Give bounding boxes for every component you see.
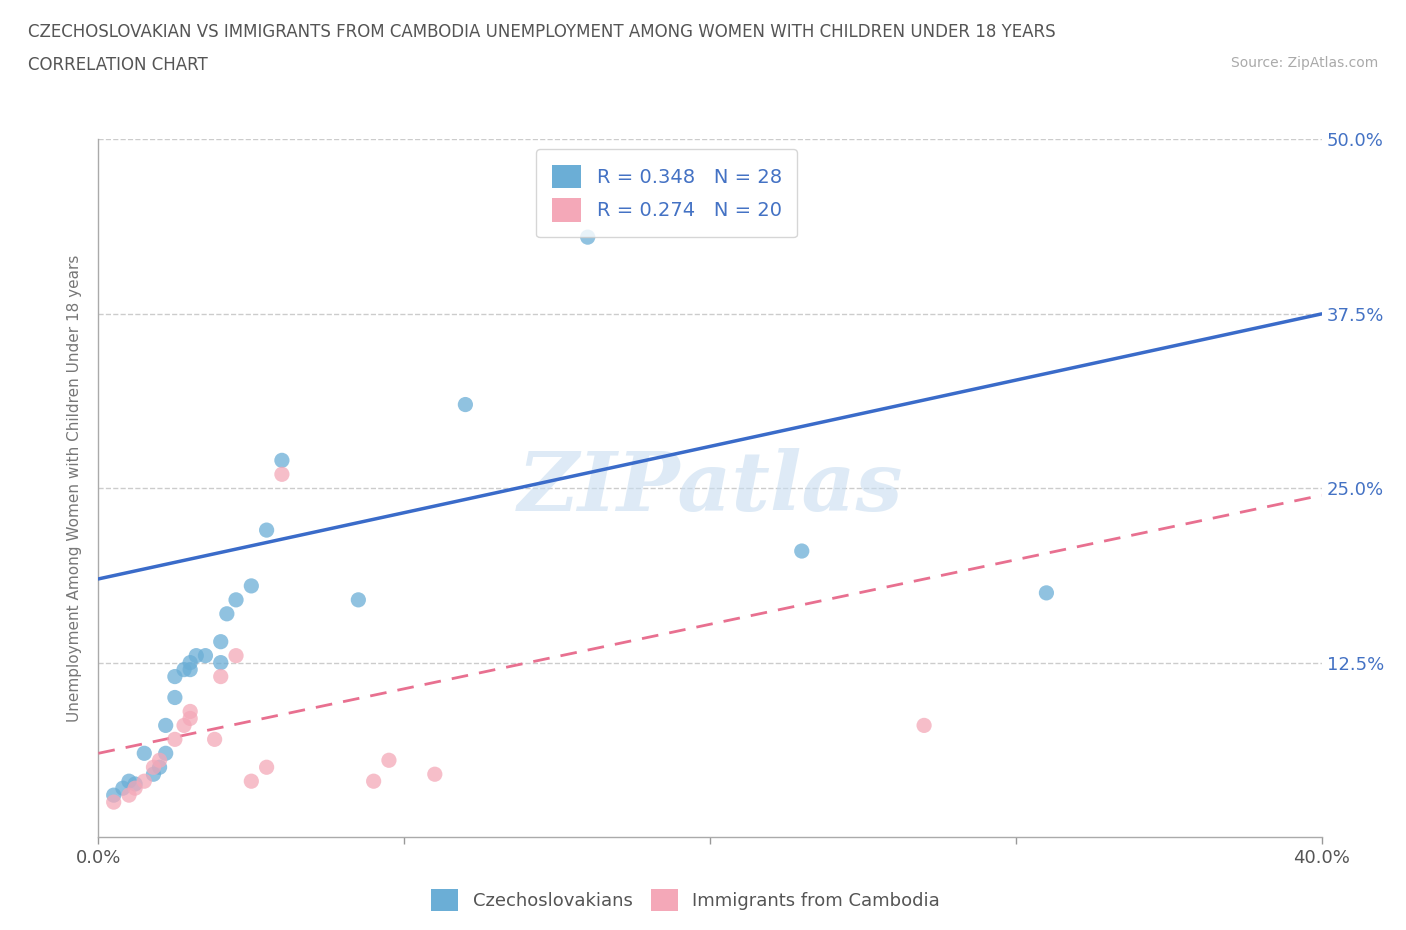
- Point: [576, 230, 599, 245]
- Point: [225, 592, 247, 607]
- Point: [149, 760, 172, 775]
- Point: [209, 670, 232, 684]
- Point: [118, 788, 141, 803]
- Point: [149, 753, 172, 768]
- Point: [240, 774, 263, 789]
- Point: [186, 648, 208, 663]
- Text: Source: ZipAtlas.com: Source: ZipAtlas.com: [1230, 56, 1378, 70]
- Point: [163, 670, 186, 684]
- Y-axis label: Unemployment Among Women with Children Under 18 years: Unemployment Among Women with Children U…: [67, 255, 83, 722]
- Point: [1035, 586, 1057, 601]
- Point: [155, 718, 177, 733]
- Point: [270, 453, 292, 468]
- Point: [173, 662, 195, 677]
- Point: [270, 467, 292, 482]
- Point: [163, 732, 186, 747]
- Point: [194, 648, 217, 663]
- Point: [179, 656, 201, 671]
- Point: [209, 634, 232, 649]
- Point: [155, 746, 177, 761]
- Point: [142, 766, 165, 781]
- Point: [142, 760, 165, 775]
- Text: ZIPatlas: ZIPatlas: [517, 448, 903, 528]
- Text: CORRELATION CHART: CORRELATION CHART: [28, 56, 208, 73]
- Point: [790, 543, 813, 558]
- Legend: Czechoslovakians, Immigrants from Cambodia: Czechoslovakians, Immigrants from Cambod…: [425, 883, 948, 919]
- Point: [179, 704, 201, 719]
- Point: [163, 690, 186, 705]
- Point: [209, 656, 232, 671]
- Point: [179, 711, 201, 725]
- Point: [124, 781, 146, 796]
- Point: [103, 788, 125, 803]
- Point: [134, 746, 156, 761]
- Point: [179, 662, 201, 677]
- Point: [118, 774, 141, 789]
- Point: [111, 781, 134, 796]
- Point: [347, 592, 370, 607]
- Point: [256, 760, 278, 775]
- Point: [215, 606, 238, 621]
- Point: [363, 774, 385, 789]
- Point: [173, 718, 195, 733]
- Point: [103, 794, 125, 809]
- Point: [124, 777, 146, 791]
- Point: [134, 774, 156, 789]
- Point: [240, 578, 263, 593]
- Text: CZECHOSLOVAKIAN VS IMMIGRANTS FROM CAMBODIA UNEMPLOYMENT AMONG WOMEN WITH CHILDR: CZECHOSLOVAKIAN VS IMMIGRANTS FROM CAMBO…: [28, 23, 1056, 41]
- Point: [454, 397, 477, 412]
- Point: [378, 753, 401, 768]
- Point: [423, 766, 446, 781]
- Point: [912, 718, 935, 733]
- Point: [204, 732, 226, 747]
- Point: [256, 523, 278, 538]
- Point: [225, 648, 247, 663]
